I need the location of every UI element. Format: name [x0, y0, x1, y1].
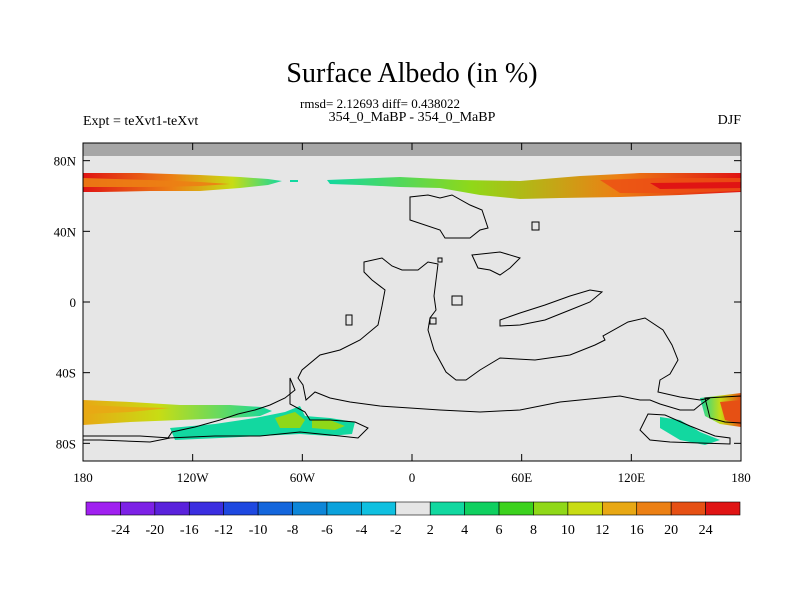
x-tick-label: 180: [73, 470, 93, 485]
y-axis: 80N 40N 0 40S 80S: [54, 154, 741, 451]
chart-title: Surface Albedo (in %): [286, 58, 537, 89]
colorbar-swatch: [429, 501, 465, 516]
x-tick-label: 60E: [511, 470, 532, 485]
y-tick-label: 40N: [54, 224, 77, 239]
x-tick-label: 180: [731, 470, 751, 485]
colorbar-swatch: [705, 501, 741, 516]
colorbar-label: -20: [146, 523, 165, 538]
colorbar-label: -6: [321, 523, 333, 538]
coastline-outlines: [83, 194, 741, 445]
colorbar-swatch: [361, 501, 397, 516]
colorbar-label: -16: [180, 523, 199, 538]
map-plot-area: [83, 143, 741, 461]
stats-line: rmsd= 2.12693 diff= 0.438022: [300, 96, 460, 111]
colorbar-swatch: [670, 501, 706, 516]
colorbar-swatch: [498, 501, 534, 516]
x-tick-label: 60W: [290, 470, 316, 485]
colorbar-swatch: [188, 501, 224, 516]
colorbar-label: -8: [287, 523, 299, 538]
y-tick-label: 0: [70, 295, 77, 310]
colorbar-swatch: [85, 501, 121, 516]
colorbar-label: 16: [630, 523, 644, 538]
colorbar-swatch: [292, 501, 328, 516]
colorbar-swatch: [223, 501, 259, 516]
colorbar-label: 4: [461, 523, 468, 538]
y-tick-label: 80N: [54, 154, 77, 169]
colorbar-label: 12: [595, 523, 609, 538]
colorbar-label: -2: [390, 523, 402, 538]
northern-anomaly-band: [83, 173, 741, 199]
colorbar-swatch: [395, 501, 431, 516]
colorbar-label: 6: [496, 523, 503, 538]
colorbar-label: 20: [664, 523, 678, 538]
experiment-label: Expt = teXvt1-teXvt: [83, 114, 198, 129]
x-tick-label: 120E: [618, 470, 646, 485]
colorbar-label: 24: [699, 523, 713, 538]
colorbar-swatch: [257, 501, 293, 516]
colorbar-label: -4: [356, 523, 368, 538]
y-tick-label: 40S: [56, 366, 76, 381]
season-label: DJF: [718, 113, 742, 128]
colorbar-label: 2: [427, 523, 434, 538]
x-tick-label: 120W: [177, 470, 210, 485]
colorbar-label: -24: [111, 523, 130, 538]
chart-subtitle: 354_0_MaBP - 354_0_MaBP: [329, 110, 496, 125]
colorbar-swatch: [464, 501, 500, 516]
colorbar-swatch: [567, 501, 603, 516]
colorbar: -24 -20 -16 -12 -10 -8 -6 -4 -2 2 4 6 8 10 12 16 20 24: [85, 501, 741, 538]
colorbar-swatch: [602, 501, 638, 516]
colorbar-swatch: [533, 501, 569, 516]
colorbar-label: -10: [249, 523, 268, 538]
colorbar-swatch: [120, 501, 156, 516]
y-tick-label: 80S: [56, 436, 76, 451]
colorbar-label: 8: [530, 523, 537, 538]
colorbar-swatch: [154, 501, 190, 516]
colorbar-label: -12: [214, 523, 233, 538]
x-tick-label: 0: [409, 470, 416, 485]
southern-anomaly-band: [83, 393, 741, 445]
x-axis: 180 120W 60W 0 60E 120E 180: [73, 143, 751, 485]
colorbar-swatch: [636, 501, 672, 516]
colorbar-label: 10: [561, 523, 575, 538]
colorbar-swatch: [326, 501, 362, 516]
